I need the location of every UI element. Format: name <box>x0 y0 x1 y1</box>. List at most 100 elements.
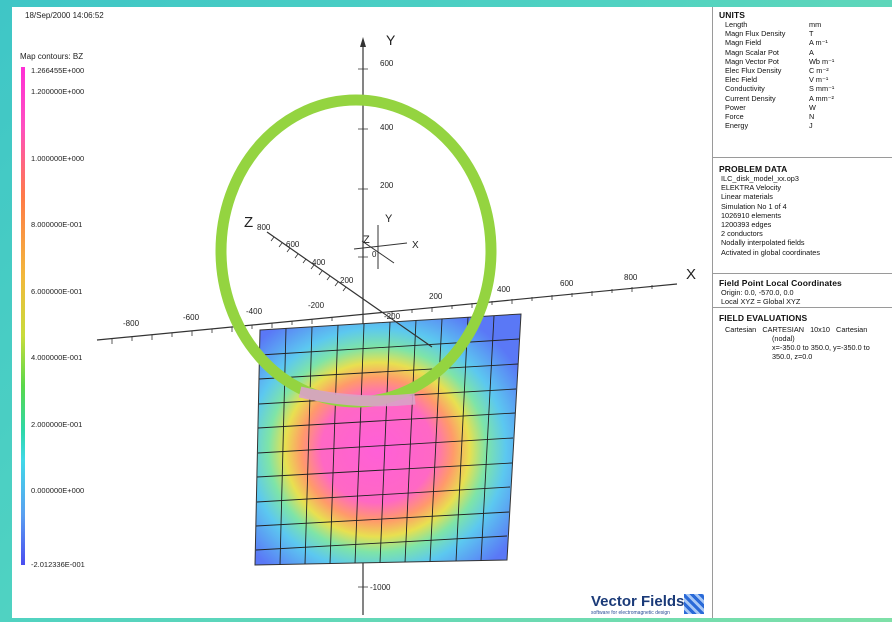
problem-line: ILC_disk_model_xx.op3 <box>721 174 799 183</box>
units-row: Force N <box>719 112 892 121</box>
divider <box>713 157 892 158</box>
problem-line: ELEKTRA Velocity <box>721 183 782 193</box>
vector-fields-logo: Vector Fields <box>591 593 685 610</box>
fieldpoint-line: Origin: 0.0, -570.0, 0.0 <box>721 288 794 297</box>
units-quantity: Magn Vector Pot <box>725 56 779 66</box>
units-value: T <box>809 29 814 39</box>
eval-grid: 10x10 <box>810 325 830 334</box>
units-value: S mm⁻¹ <box>809 84 835 94</box>
problem-title: PROBLEM DATA <box>719 164 788 174</box>
evaluations-title: FIELD EVALUATIONS <box>719 313 808 323</box>
units-row: Magn Vector Pot Wb m⁻¹ <box>719 57 892 66</box>
units-quantity: Magn Scalar Pot <box>725 47 779 57</box>
viewport-3d[interactable]: 18/Sep/2000 14:06:52 Map contours: BZ 1.… <box>12 7 712 618</box>
units-quantity: Conductivity <box>725 84 765 94</box>
units-row: Energy J <box>719 121 892 130</box>
z-tick: 600 <box>286 240 300 249</box>
y-tick: 0 <box>372 250 377 259</box>
y-tick: 600 <box>380 59 394 68</box>
units-value: N <box>809 111 815 121</box>
x-tick: -200 <box>384 312 401 321</box>
scale-tick: 0.000000E+000 <box>31 486 85 495</box>
scale-tick: -2.012336E-001 <box>31 560 85 569</box>
y-tick: -1000 <box>370 583 391 592</box>
units-quantity: Energy <box>725 121 749 131</box>
x-tick: 200 <box>429 292 443 301</box>
eval-type: Cartesian <box>725 325 757 334</box>
map-contours-label: Map contours: BZ <box>20 52 84 61</box>
eval-line: 350.0, z=0.0 <box>772 352 813 361</box>
units-value: mm <box>809 20 822 29</box>
units-row: Current Density A mm⁻² <box>719 94 892 103</box>
divider <box>713 273 892 274</box>
fieldpoint-section: Field Point Local Coordinates Origin: 0.… <box>719 278 892 306</box>
fieldpoint-title: Field Point Local Coordinates <box>719 278 842 288</box>
units-value: W <box>809 102 816 112</box>
units-quantity: Elec Field <box>725 75 758 85</box>
plot-3d: Y X Z Y X Z 600 400 200 0 -1000 -800 -60… <box>96 32 696 615</box>
problem-line: Activated in global coordinates <box>721 247 820 257</box>
info-panel: UNITS Length mm Magn Flux Density T Magn Fie… <box>712 7 892 618</box>
units-row: Length mm <box>719 20 892 29</box>
y-tick: 400 <box>380 123 394 132</box>
units-quantity: Current Density <box>725 93 776 103</box>
evaluations-section: FIELD EVALUATIONS <box>719 313 892 323</box>
z-tick: 200 <box>340 276 354 285</box>
units-value: J <box>809 121 813 131</box>
units-row: Magn Field A m⁻¹ <box>719 38 892 47</box>
problem-line: Simulation No 1 of 4 <box>721 201 787 211</box>
eval-coords: CARTESIAN <box>762 325 804 334</box>
z-tick: 400 <box>312 258 326 267</box>
x-tick: 400 <box>497 285 511 294</box>
fieldpoint-line: Local XYZ = Global XYZ <box>721 297 801 307</box>
units-value: V m⁻¹ <box>809 75 829 85</box>
local-z-label: Z <box>363 234 370 246</box>
x-tick: 800 <box>624 273 638 282</box>
units-quantity: Magn Field <box>725 38 762 48</box>
evaluation-row: Cartesian CARTESIAN 10x10 Cartesian <box>725 325 892 334</box>
units-row: Elec Flux Density C m⁻² <box>719 66 892 75</box>
local-x-label: X <box>412 240 419 251</box>
problem-line: Linear materials <box>721 192 773 202</box>
units-value: Wb m⁻¹ <box>809 56 835 66</box>
y-tick: 200 <box>380 181 394 190</box>
problem-line: 1200393 edges <box>721 219 772 229</box>
z-tick: 800 <box>257 223 271 232</box>
units-row: Magn Scalar Pot A <box>719 48 892 57</box>
field-plate <box>254 313 522 566</box>
units-row: Elec Field V m⁻¹ <box>719 75 892 84</box>
units-value: C m⁻² <box>809 65 829 75</box>
units-quantity: Length <box>725 20 748 29</box>
local-y-label: Y <box>385 213 393 225</box>
units-quantity: Magn Flux Density <box>725 29 786 39</box>
units-section: UNITS Length mm Magn Flux Density T Magn Fie… <box>719 10 892 130</box>
scale-tick: 1.000000E+000 <box>31 154 85 163</box>
units-row: Conductivity S mm⁻¹ <box>719 84 892 93</box>
scale-tick: 2.000000E-001 <box>31 420 83 429</box>
color-scale <box>21 67 25 565</box>
problem-line: Nodally interpolated fields <box>721 238 805 248</box>
units-quantity: Power <box>725 102 746 112</box>
units-value: A mm⁻² <box>809 93 834 103</box>
units-value: A <box>809 47 814 57</box>
x-tick: -600 <box>183 313 200 322</box>
scale-tick: 4.000000E-001 <box>31 353 83 362</box>
problem-line: 2 conductors <box>721 229 763 239</box>
problem-line: 1026910 elements <box>721 210 782 220</box>
x-tick: 600 <box>560 279 574 288</box>
eval-type-2: Cartesian <box>836 325 868 334</box>
divider <box>713 307 892 308</box>
scale-tick: 1.200000E+000 <box>31 87 85 96</box>
scale-tick: 6.000000E-001 <box>31 287 83 296</box>
eval-line: x=-350.0 to 350.0, y=-350.0 to <box>772 343 870 352</box>
units-row: Power W <box>719 103 892 112</box>
problem-section: PROBLEM DATA ILC_disk_model_xx.op3 ELEKTR… <box>719 164 892 257</box>
scale-tick: 8.000000E-001 <box>31 220 83 229</box>
eval-line: (nodal) <box>772 334 795 343</box>
timestamp: 18/Sep/2000 14:06:52 <box>25 11 104 20</box>
x-tick: -800 <box>123 319 140 328</box>
logo-mosaic-icon <box>684 594 704 614</box>
units-quantity: Elec Flux Density <box>725 65 782 75</box>
scale-tick: 1.266455E+000 <box>31 66 85 75</box>
x-axis-label: X <box>686 266 696 283</box>
